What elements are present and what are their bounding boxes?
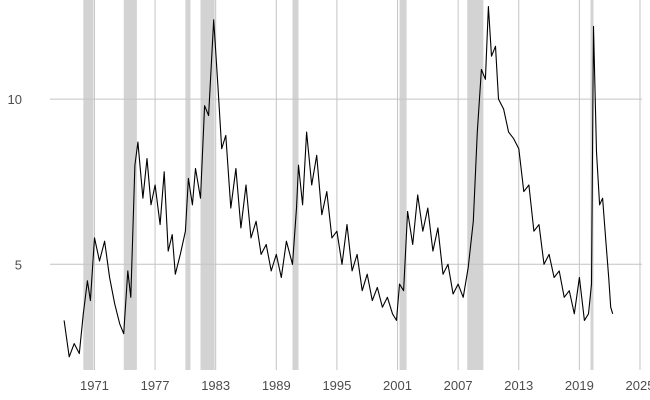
- x-tick-label-2013: 2013: [504, 378, 533, 393]
- x-tick-label-1983: 1983: [201, 378, 230, 393]
- series-line-group: [63, 6, 614, 358]
- shaded-period-0: [83, 0, 94, 370]
- shaded-period-5: [399, 0, 407, 370]
- x-tick-label-1977: 1977: [141, 378, 170, 393]
- x-tick-label-2019: 2019: [565, 378, 594, 393]
- y-tick-label-5: 5: [15, 257, 22, 272]
- x-tick-label-1995: 1995: [322, 378, 351, 393]
- shaded-period-4: [292, 0, 299, 370]
- shaded-periods: [83, 0, 594, 370]
- shaded-period-1: [123, 0, 137, 370]
- gridlines: [50, 0, 642, 370]
- x-tick-label-2025: 2025: [626, 378, 650, 393]
- x-tick-label-2007: 2007: [444, 378, 473, 393]
- y-axis-tick-labels: 5 10: [8, 92, 22, 272]
- x-tick-label-1971: 1971: [80, 378, 109, 393]
- series-line-0: [63, 6, 614, 358]
- shaded-period-3: [200, 0, 215, 370]
- x-tick-label-2001: 2001: [383, 378, 412, 393]
- y-tick-label-10: 10: [8, 92, 22, 107]
- x-tick-label-1989: 1989: [262, 378, 291, 393]
- x-axis-tick-labels: 1971 1977 1983 1989 1995 2001 2007 2013 2019 2025: [80, 378, 650, 393]
